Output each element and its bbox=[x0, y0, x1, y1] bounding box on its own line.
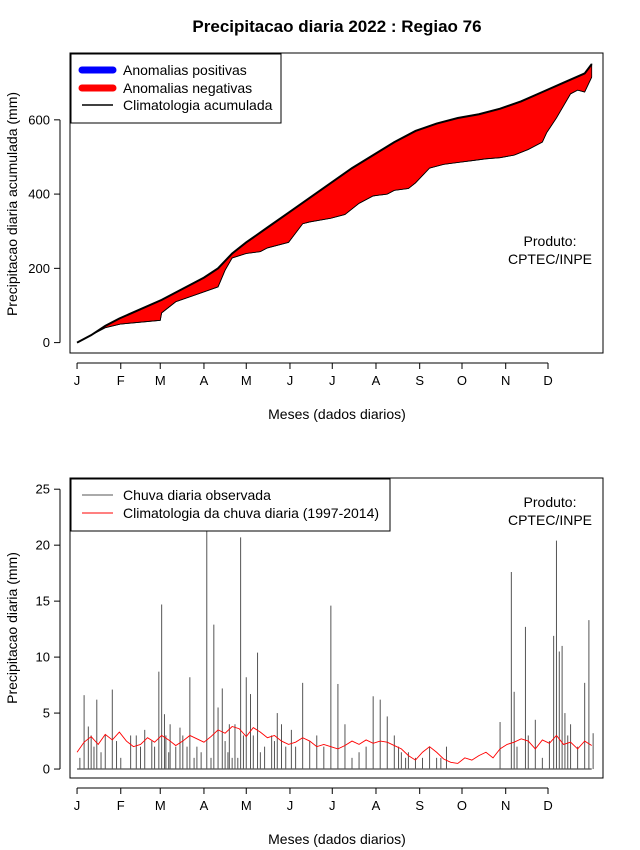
top-x-tick-label: S bbox=[415, 373, 424, 388]
top-x-tick-label: F bbox=[117, 373, 125, 388]
top-y-tick-label: 200 bbox=[28, 261, 50, 276]
bottom-x-tick-label: A bbox=[372, 798, 381, 813]
bottom-y-tick-label: 20 bbox=[36, 538, 50, 553]
bottom-note-line2: CPTEC/INPE bbox=[508, 512, 592, 528]
top-x-tick-label: J bbox=[74, 373, 81, 388]
observed-cumulative-line bbox=[76, 76, 593, 343]
top-note-line2: CPTEC/INPE bbox=[508, 251, 592, 267]
legend-label-observed: Chuva diaria observada bbox=[123, 487, 271, 503]
top-x-axis-label: Meses (dados diarios) bbox=[268, 406, 406, 422]
climatology-cumulative-line bbox=[76, 63, 593, 344]
bottom-plot-frame bbox=[69, 477, 604, 779]
top-x-tick-label: A bbox=[200, 373, 209, 388]
top-y-tick-label: 600 bbox=[28, 112, 50, 127]
top-x-tick-label: M bbox=[155, 373, 166, 388]
top-x-tick-label: N bbox=[501, 373, 510, 388]
top-note-line1: Produto: bbox=[524, 233, 577, 249]
bottom-x-tick-label: J bbox=[74, 798, 81, 813]
bottom-y-tick-label: 0 bbox=[43, 762, 50, 777]
bottom-x-tick-label: S bbox=[415, 798, 424, 813]
top-x-tick-label: O bbox=[457, 373, 467, 388]
bottom-y-tick-label: 5 bbox=[43, 706, 50, 721]
bottom-x-axis-label: Meses (dados diarios) bbox=[268, 831, 406, 847]
bottom-x-tick-label: M bbox=[155, 798, 166, 813]
bottom-note-line1: Produto: bbox=[524, 494, 577, 510]
legend-label-positive: Anomalias positivas bbox=[123, 62, 247, 78]
bottom-y-axis-label: Precipitacao diaria (mm) bbox=[4, 552, 20, 704]
bottom-y-axis: 0 5 10 15 20 25 bbox=[36, 482, 61, 777]
cumulative-plot-area bbox=[76, 62, 593, 344]
top-y-axis-label: Precipitacao diaria acumulada (mm) bbox=[4, 92, 20, 316]
legend-label-climatology: Climatologia acumulada bbox=[123, 97, 273, 113]
bottom-y-tick-label: 10 bbox=[36, 650, 50, 665]
bottom-x-tick-label: M bbox=[241, 798, 252, 813]
top-x-tick-label: D bbox=[543, 373, 552, 388]
legend-label-daily-climatology: Climatologia da chuva diaria (1997-2014) bbox=[123, 505, 379, 521]
daily-climatology-line bbox=[76, 725, 592, 764]
legend-label-negative: Anomalias negativas bbox=[123, 80, 252, 96]
top-x-tick-label: A bbox=[372, 373, 381, 388]
top-y-tick-label: 0 bbox=[43, 335, 50, 350]
top-x-tick-label: M bbox=[241, 373, 252, 388]
top-y-axis: 0 200 400 600 bbox=[28, 112, 61, 350]
top-x-tick-label: J bbox=[287, 373, 294, 388]
bottom-legend-box bbox=[70, 478, 391, 532]
top-plot-frame bbox=[69, 52, 604, 354]
top-x-tick-label: J bbox=[329, 373, 336, 388]
chart-title: Precipitacao diaria 2022 : Regiao 76 bbox=[192, 17, 481, 36]
bottom-legend: Chuva diaria observada Climatologia da c… bbox=[70, 478, 391, 532]
bottom-x-tick-label: J bbox=[287, 798, 294, 813]
top-y-tick-label: 400 bbox=[28, 187, 50, 202]
bottom-x-tick-label: J bbox=[329, 798, 336, 813]
bottom-x-tick-label: D bbox=[543, 798, 552, 813]
bottom-x-tick-label: O bbox=[457, 798, 467, 813]
daily-plot-area bbox=[76, 498, 594, 770]
bottom-x-tick-label: N bbox=[501, 798, 510, 813]
bottom-x-tick-label: A bbox=[200, 798, 209, 813]
bottom-y-tick-label: 25 bbox=[36, 482, 50, 497]
bottom-y-tick-label: 15 bbox=[36, 594, 50, 609]
top-legend: Anomalias positivas Anomalias negativas … bbox=[70, 53, 282, 124]
bottom-x-tick-label: F bbox=[117, 798, 125, 813]
